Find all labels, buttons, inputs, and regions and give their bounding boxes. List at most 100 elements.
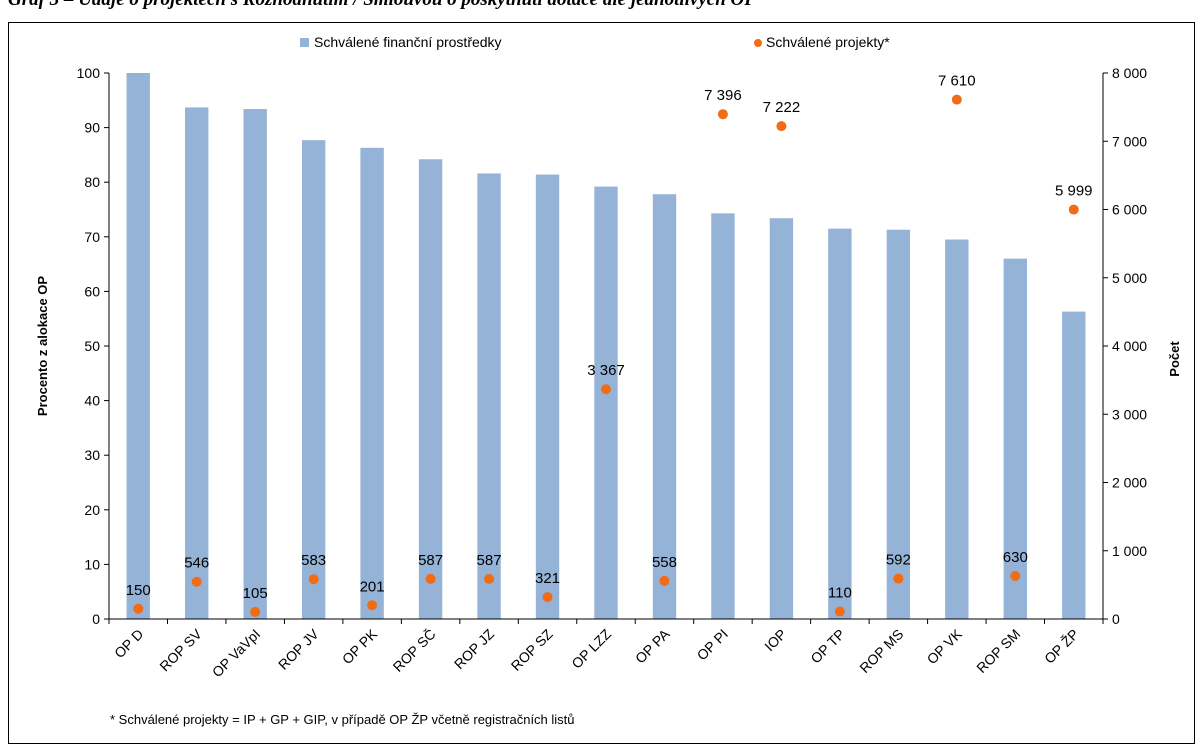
y2-tick-label: 1 000	[1112, 543, 1147, 559]
bar	[652, 194, 677, 619]
bar	[418, 159, 443, 619]
point-label: 7 222	[763, 99, 801, 116]
y-tick-label: 100	[77, 65, 101, 81]
chart-frame: Schválené finanční prostředky Schválené …	[8, 22, 1195, 744]
chart: Schválené finanční prostředky Schválené …	[35, 34, 1182, 727]
bar	[126, 73, 150, 619]
x-tick-label: ROP SZ	[508, 625, 556, 673]
x-tick-label: OP PA	[632, 625, 673, 666]
point	[191, 576, 202, 587]
point	[893, 573, 904, 584]
x-tick-label: OP ŽP	[1041, 626, 1082, 667]
point-label: 630	[1003, 549, 1028, 566]
bar	[301, 140, 326, 619]
point-label: 3 367	[587, 362, 625, 379]
y-tick-label: 10	[84, 556, 100, 572]
point-label: 587	[418, 552, 443, 569]
x-tick-label: ROP JZ	[451, 625, 498, 672]
point	[250, 606, 261, 617]
point	[1010, 571, 1021, 582]
legend-point-label: Schválené projekty*	[766, 34, 890, 50]
point	[133, 603, 144, 614]
y2-tick-label: 7 000	[1112, 133, 1147, 149]
y2-tick-label: 2 000	[1112, 475, 1147, 491]
x-tick-label: OP PK	[339, 625, 381, 667]
point-series: 150 546 105 583 201 587 587 321 3 367 558 7 396 7 2…	[126, 73, 1093, 617]
bar	[594, 186, 618, 619]
y2-tick-label: 0	[1112, 611, 1120, 627]
point	[951, 94, 962, 105]
x-tick-label: OP D	[111, 626, 146, 661]
bar	[886, 229, 911, 619]
y2-tick-label: 5 000	[1112, 270, 1147, 286]
legend: Schválené finanční prostředky Schválené …	[300, 34, 890, 50]
point-label: 201	[360, 578, 385, 595]
bar	[711, 213, 735, 619]
y2-axis-title: Počet	[1167, 341, 1182, 377]
y-tick-label: 90	[84, 120, 100, 136]
footnote: * Schválené projekty = IP + GP + GIP, v …	[110, 712, 575, 727]
point	[601, 384, 611, 395]
point	[717, 109, 728, 120]
bar	[1062, 311, 1086, 619]
bar	[1003, 258, 1027, 619]
point-label: 5 999	[1055, 183, 1093, 200]
point-label: 558	[652, 554, 677, 571]
x-tick-label: OP VK	[924, 625, 966, 667]
point-label: 150	[126, 582, 151, 599]
point-label: 546	[184, 555, 209, 572]
x-tick-label: OP LZZ	[568, 625, 614, 671]
point-label: 583	[301, 552, 326, 569]
point	[542, 592, 553, 603]
bar	[360, 147, 384, 619]
bar	[535, 174, 560, 619]
bar	[945, 239, 969, 619]
y2-tick-label: 4 000	[1112, 338, 1147, 354]
point	[659, 575, 670, 586]
y-tick-label: 40	[84, 393, 100, 409]
y2-tick-label: 3 000	[1112, 406, 1147, 422]
point	[367, 600, 378, 611]
point-label: 321	[535, 570, 560, 587]
point-label: 7 396	[704, 87, 742, 104]
point	[834, 606, 845, 617]
point	[425, 573, 436, 584]
point-label: 7 610	[938, 73, 976, 90]
point-label: 587	[477, 552, 502, 569]
x-tick-label: ROP JV	[275, 625, 322, 672]
point	[308, 574, 319, 585]
bar	[477, 173, 501, 620]
y-tick-label: 20	[84, 502, 100, 518]
y-tick-label: 30	[84, 447, 100, 463]
bar-series	[126, 73, 1086, 620]
legend-bar-swatch	[300, 38, 309, 47]
point	[1068, 204, 1079, 215]
point	[484, 573, 495, 584]
bar	[243, 109, 267, 619]
legend-bar-label: Schválené finanční prostředky	[314, 34, 502, 50]
y-tick-label: 0	[92, 611, 100, 627]
y2-tick-label: 6 000	[1112, 202, 1147, 218]
point-label: 105	[243, 585, 268, 602]
x-tick-label: ROP SM	[973, 626, 1023, 676]
bar	[828, 228, 852, 620]
point-label: 592	[886, 552, 911, 569]
x-tick-label: ROP MS	[856, 626, 906, 676]
bar	[769, 218, 794, 619]
y-tick-label: 50	[84, 338, 100, 354]
x-tick-label: IOP	[761, 626, 789, 654]
page-title: Graf 3 – Údaje o projektech s Rozhodnutí…	[8, 0, 1198, 11]
x-tick-label: OP PI	[694, 626, 732, 664]
bar	[185, 107, 209, 619]
y-tick-label: 80	[84, 174, 100, 190]
x-tick-label: OP TP	[807, 626, 848, 667]
y-tick-label: 60	[84, 283, 100, 299]
x-tick-label: ROP SČ	[390, 626, 439, 675]
legend-point-swatch	[754, 39, 762, 47]
point-label: 110	[828, 584, 852, 601]
x-tick-label: OP VaVpI	[209, 626, 263, 680]
y-axis-title: Procento z alokace OP	[35, 276, 50, 416]
y2-tick-label: 8 000	[1112, 65, 1147, 81]
y-tick-label: 70	[84, 229, 100, 245]
x-tick-label: ROP SV	[156, 625, 205, 674]
